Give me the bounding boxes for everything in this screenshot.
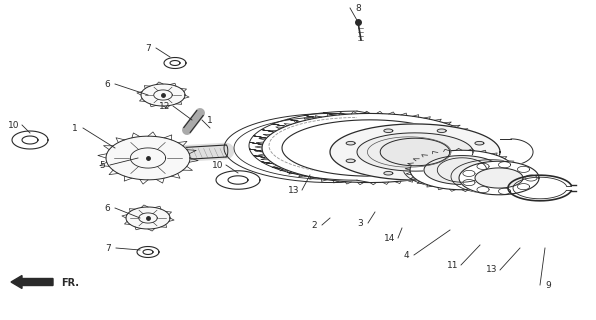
Text: 9: 9	[545, 281, 551, 290]
Polygon shape	[164, 58, 186, 68]
Text: 12: 12	[159, 101, 170, 110]
Text: 6: 6	[104, 204, 110, 212]
Polygon shape	[12, 131, 48, 149]
Polygon shape	[330, 124, 500, 180]
Polygon shape	[106, 136, 190, 180]
Polygon shape	[346, 141, 355, 145]
Polygon shape	[380, 138, 450, 166]
Text: 13: 13	[288, 186, 300, 195]
Text: 3: 3	[357, 219, 363, 228]
Polygon shape	[475, 159, 484, 163]
Polygon shape	[346, 159, 355, 163]
Text: 13: 13	[486, 266, 498, 275]
Text: 10: 10	[212, 161, 224, 170]
Text: 5: 5	[99, 161, 105, 170]
Polygon shape	[357, 133, 473, 171]
Polygon shape	[384, 172, 393, 175]
Polygon shape	[141, 84, 185, 106]
Polygon shape	[437, 129, 446, 132]
Text: 4: 4	[403, 251, 409, 260]
Polygon shape	[410, 150, 514, 190]
Text: 11: 11	[447, 260, 459, 269]
Text: 2: 2	[311, 220, 317, 229]
Text: 10: 10	[8, 121, 20, 130]
Polygon shape	[459, 161, 539, 195]
FancyArrow shape	[11, 276, 53, 289]
Text: 7: 7	[105, 244, 111, 252]
Text: 7: 7	[145, 44, 151, 52]
Polygon shape	[282, 120, 458, 176]
Polygon shape	[475, 168, 523, 188]
Text: 6: 6	[104, 79, 110, 89]
Polygon shape	[424, 156, 500, 184]
Polygon shape	[216, 171, 260, 189]
Text: 1: 1	[207, 116, 213, 124]
Text: FR.: FR.	[61, 278, 79, 288]
Polygon shape	[126, 207, 170, 229]
Polygon shape	[475, 141, 484, 145]
Polygon shape	[137, 246, 159, 258]
Polygon shape	[437, 172, 446, 175]
Text: 1: 1	[72, 124, 78, 132]
Polygon shape	[384, 129, 393, 132]
Text: 8: 8	[355, 4, 361, 12]
Text: 14: 14	[384, 234, 396, 243]
Polygon shape	[262, 114, 478, 182]
